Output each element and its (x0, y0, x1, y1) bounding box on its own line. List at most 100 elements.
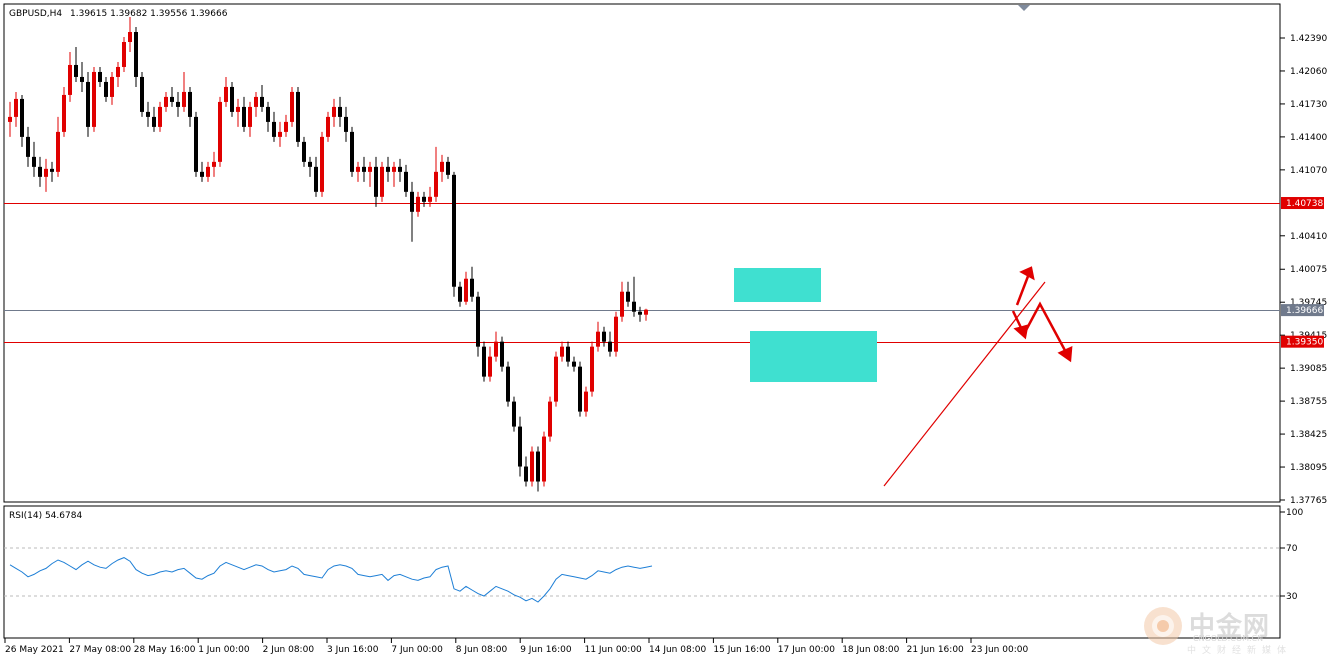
time-tick-label: 8 Jun 08:00 (456, 645, 508, 655)
candle-bear (80, 76, 84, 82)
candle-bear (38, 166, 42, 177)
candle-bull (212, 161, 216, 167)
time-tick-label: 23 Jun 00:00 (971, 645, 1028, 655)
candle-bear (260, 96, 264, 107)
candle-bear (188, 91, 192, 117)
candle-bull (488, 356, 492, 377)
candle-bear (446, 161, 450, 175)
candle-bull (380, 166, 384, 197)
candle-bear (338, 106, 342, 117)
rsi-line (9, 557, 653, 603)
candle-bull (530, 451, 534, 482)
candle-bear (572, 361, 576, 367)
candle-bear (452, 174, 456, 287)
time-tick-label: 18 Jun 08:00 (842, 645, 899, 655)
scenario-arrow-up-icon (1015, 266, 1035, 306)
candle-bull (560, 346, 564, 357)
candle-bull (614, 316, 618, 352)
candle-bear (20, 98, 24, 137)
level-tag-label-1: 1.39666 (1286, 306, 1323, 316)
rsi-layer (4, 547, 1280, 603)
candle-bear (308, 161, 312, 167)
highlight-box-lower (750, 331, 877, 382)
time-tick-label: 3 Jun 16:00 (327, 645, 379, 655)
candle-bear (350, 131, 354, 172)
candle-bull (110, 76, 114, 97)
candle-bull (284, 121, 288, 132)
candle-bull (224, 86, 228, 102)
drawings-layer (883, 266, 1073, 487)
candle-bear (296, 91, 300, 142)
candle-bull (356, 166, 360, 172)
levels-layer (4, 203, 1280, 343)
candle-bear (398, 166, 402, 172)
candle-bull (68, 64, 72, 95)
time-tick-label: 26 May 2021 (5, 645, 64, 655)
candle-bear (518, 426, 522, 467)
candle-bear (482, 346, 486, 377)
price-tick-label: 1.41730 (1290, 100, 1327, 110)
candle-bear (302, 141, 306, 162)
candle-bull (254, 96, 258, 107)
candle-bear (242, 106, 246, 127)
trend-line[interactable] (883, 281, 1046, 487)
price-tick-label: 1.40410 (1290, 232, 1327, 242)
candle-bear (410, 191, 414, 212)
level-tag-label-0: 1.40738 (1286, 199, 1323, 209)
candle-bear (512, 401, 516, 427)
scenario-arrow-zigzag-icon (1011, 301, 1073, 363)
candle-bear (632, 301, 636, 312)
candle-bear (86, 81, 90, 127)
candle-bull (554, 356, 558, 402)
candle-bear (566, 346, 570, 362)
rsi-tick-label: 30 (1286, 592, 1298, 602)
candle-bull (164, 96, 168, 107)
time-axis: 26 May 2021 27 May 08:00 28 May 16:00 1 Jun… (4, 638, 1028, 655)
candle-bull (278, 131, 282, 137)
candle-bull (290, 91, 294, 122)
candle-bear (98, 71, 102, 82)
time-tick-label: 21 Jun 16:00 (907, 645, 964, 655)
candle-bear (506, 366, 510, 402)
level-tag-2 (1281, 335, 1324, 348)
price-tick-label: 1.38425 (1290, 430, 1327, 440)
candle-bull (464, 278, 468, 302)
candle-bear (74, 64, 78, 77)
candle-bear (272, 121, 276, 137)
candle-bear (146, 111, 150, 117)
candle-bull (92, 71, 96, 127)
candle-bear (470, 278, 474, 297)
candle-bear (500, 341, 504, 367)
rsi-tick-label: 100 (1286, 508, 1303, 518)
level-tag-0 (1281, 197, 1324, 210)
candle-bull (590, 346, 594, 392)
shift-marker-icon[interactable] (1018, 5, 1030, 11)
rsi-axis: 100 70 30 (1280, 508, 1303, 602)
candle-bear (524, 466, 528, 482)
candle-bull (440, 161, 444, 172)
candle-bear (314, 166, 318, 192)
candle-bear (374, 166, 378, 197)
candle-bear (578, 366, 582, 412)
time-tick-label: 17 Jun 00:00 (778, 645, 835, 655)
candle-bear (176, 101, 180, 107)
watermark-logo: 中金网 CNGOLD.COM.CN 中文财经新媒体 (1141, 604, 1303, 656)
candle-bull (158, 106, 162, 127)
candle-bear (638, 311, 642, 315)
candle-bear (602, 331, 606, 342)
candle-bull (44, 168, 48, 177)
candle-bear (170, 96, 174, 102)
level-tag-label-2: 1.39350 (1286, 338, 1323, 348)
candle-bear (266, 106, 270, 122)
price-tick-label: 1.38095 (1290, 463, 1327, 473)
candle-bear (344, 116, 348, 132)
price-tick-label: 1.40075 (1290, 265, 1327, 275)
candle-bear (194, 116, 198, 172)
time-tick-label: 2 Jun 08:00 (263, 645, 315, 655)
candle-bull (218, 101, 222, 162)
candle-bear (362, 166, 366, 172)
chart-ohlc-label: 1.39615 1.39682 1.39556 1.39666 (70, 9, 228, 19)
candle-bull (236, 106, 240, 112)
candle-bull (416, 196, 420, 212)
